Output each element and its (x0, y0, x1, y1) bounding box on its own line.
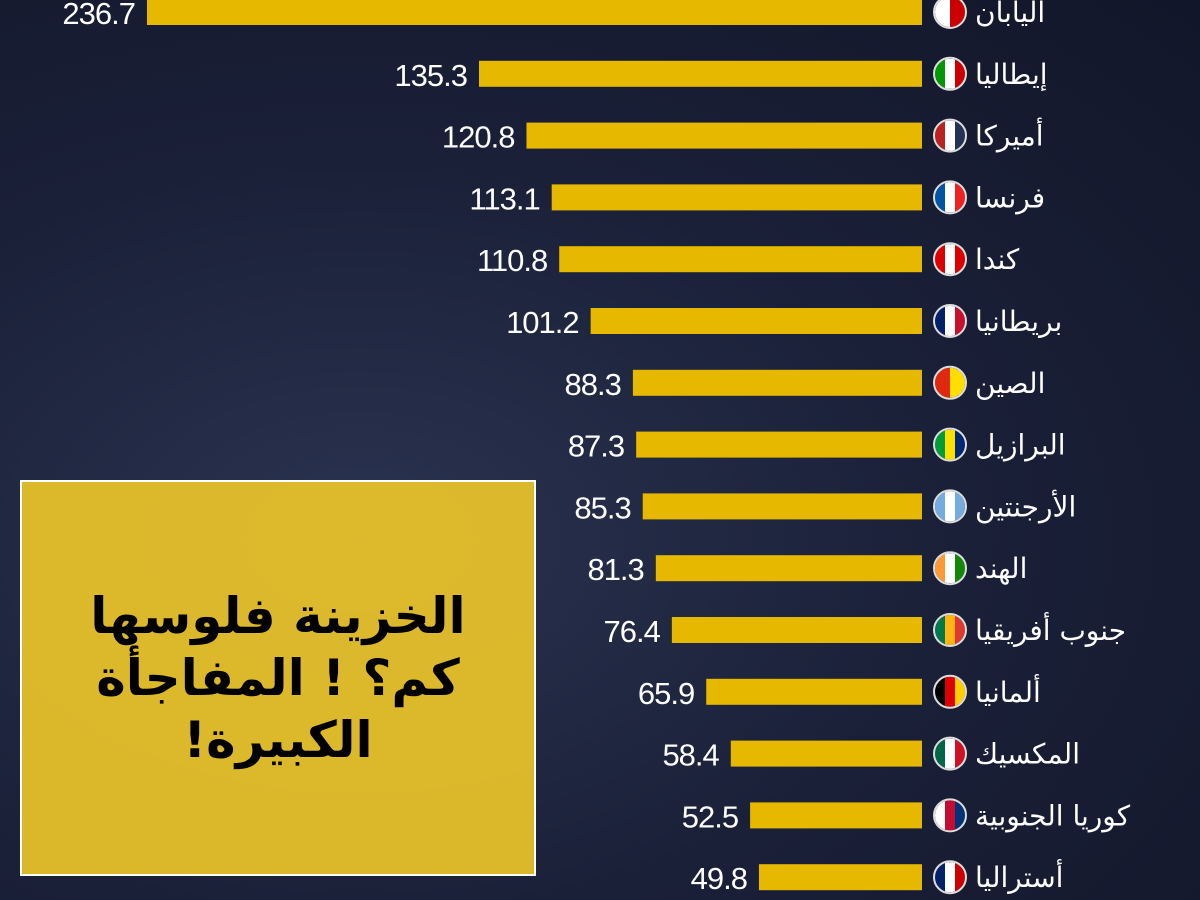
category-label: الأرجنتين (975, 488, 1076, 523)
bar (551, 184, 922, 211)
germany-flag-icon (933, 674, 967, 709)
category-label: فرنسا (975, 181, 1045, 214)
value-label: 113.1 (469, 181, 539, 216)
china-flag-icon (933, 365, 967, 400)
mexico-flag-icon (933, 736, 967, 771)
category-label: جنوب أفريقيا (975, 611, 1126, 647)
bar (655, 555, 922, 582)
value-label: 52.5 (682, 799, 738, 834)
category-label: أستراليا (975, 858, 1063, 894)
category-label: كوريا الجنوبية (975, 799, 1131, 832)
category-label: اليابان (975, 0, 1045, 29)
usa-flag-icon (933, 118, 967, 153)
category-label: كندا (975, 243, 1020, 276)
value-label: 85.3 (574, 490, 630, 525)
value-label: 76.4 (604, 614, 661, 649)
value-label: 65.9 (638, 676, 694, 711)
bar (147, 0, 922, 25)
category-label: بريطانيا (975, 305, 1062, 338)
category-label: المكسيك (975, 738, 1080, 771)
category-label: أميركا (975, 117, 1044, 153)
headline-title: الخزينة فلوسها كم؟ ! المفاجأة الكبيرة! (90, 587, 466, 769)
value-label: 135.3 (394, 58, 467, 93)
bar (636, 431, 922, 458)
category-label: إيطاليا (975, 58, 1048, 91)
value-label: 236.7 (62, 0, 135, 31)
bar (590, 308, 922, 334)
value-label: 58.4 (662, 738, 719, 773)
category-label: ألمانيا (975, 673, 1041, 709)
south-africa-flag-icon (933, 613, 967, 647)
bar (632, 369, 922, 396)
argentina-flag-icon (933, 489, 967, 524)
value-label: 110.8 (477, 243, 547, 278)
bar (758, 864, 922, 891)
france-flag-icon (933, 180, 967, 215)
bar (750, 802, 922, 829)
category-label: الهند (975, 552, 1027, 585)
bar (479, 60, 922, 87)
india-flag-icon (933, 551, 967, 586)
value-label: 88.3 (565, 367, 621, 402)
value-label: 81.3 (587, 552, 643, 587)
category-label: البرازيل (975, 429, 1066, 462)
value-label: 101.2 (506, 305, 579, 340)
bar (526, 122, 922, 149)
value-label: 87.3 (568, 429, 624, 464)
brazil-flag-icon (933, 427, 967, 462)
south-korea-flag-icon (933, 798, 967, 833)
headline-banner: الخزينة فلوسها كم؟ ! المفاجأة الكبيرة! (20, 480, 536, 876)
value-label: 49.8 (691, 861, 747, 896)
bar (642, 493, 922, 520)
value-label: 120.8 (442, 120, 515, 155)
bar (671, 617, 922, 643)
bar (730, 740, 922, 767)
uk-flag-icon (933, 304, 967, 338)
italy-flag-icon (933, 56, 967, 91)
bar (559, 246, 922, 273)
japan-flag-icon (933, 0, 967, 29)
canada-flag-icon (933, 242, 967, 277)
bar (706, 678, 922, 705)
category-label: الصين (975, 367, 1045, 400)
australia-flag-icon (933, 860, 967, 895)
